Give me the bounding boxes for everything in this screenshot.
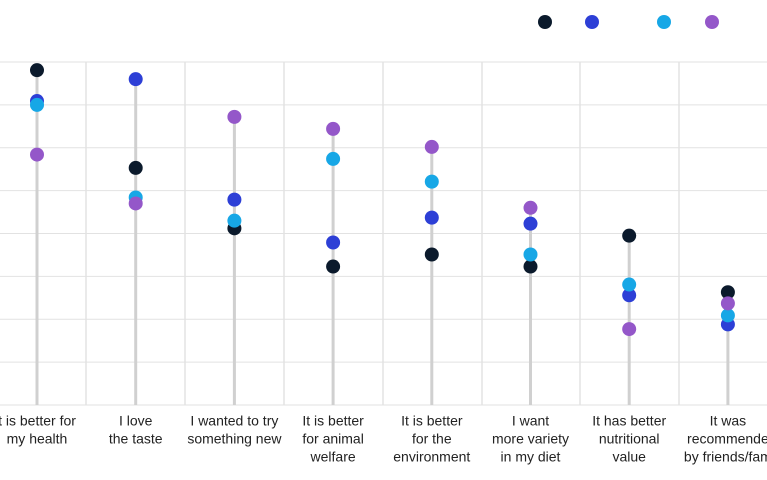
dot <box>227 192 242 207</box>
dot <box>326 259 341 274</box>
legend-marker <box>657 15 671 29</box>
dot <box>227 213 242 228</box>
dot <box>128 72 143 87</box>
x-tick-label: It is better <box>302 413 364 429</box>
dot <box>30 63 44 78</box>
x-tick-label: in my diet <box>501 449 561 465</box>
x-tick-label: for the <box>412 431 452 447</box>
dot <box>622 322 637 337</box>
x-tick-label: welfare <box>310 449 356 465</box>
legend-marker <box>585 15 599 29</box>
x-tick-label: for animal <box>302 431 363 447</box>
x-tick-label: I wanted to try <box>190 413 278 429</box>
legend-marker <box>538 15 552 29</box>
dot <box>326 151 341 166</box>
x-tick-label: by friends/fam <box>684 449 767 465</box>
dot <box>30 97 44 112</box>
dot <box>523 259 538 274</box>
dot <box>720 308 735 323</box>
dot <box>326 235 341 250</box>
dot <box>128 160 143 175</box>
dot <box>30 147 44 162</box>
dot <box>227 109 242 124</box>
dot <box>523 247 538 262</box>
dot <box>523 216 538 231</box>
x-tick-label: It was <box>710 413 747 429</box>
dot <box>424 247 439 262</box>
dot <box>424 139 439 154</box>
dot <box>720 296 735 311</box>
x-tick-label: something new <box>187 431 282 447</box>
x-tick-label: It has better <box>592 413 666 429</box>
dot <box>720 285 735 300</box>
dot <box>622 288 637 303</box>
x-tick-label: my health <box>7 431 68 447</box>
x-tick-label: t is better for <box>0 413 76 429</box>
dot <box>523 200 538 215</box>
x-tick-label: nutritional <box>599 431 660 447</box>
dot <box>622 277 637 292</box>
x-tick-label: more variety <box>492 431 569 447</box>
dot <box>326 121 341 136</box>
dot <box>424 174 439 189</box>
dot <box>128 196 143 211</box>
legend-marker <box>705 15 719 29</box>
x-tick-label: I love <box>119 413 153 429</box>
x-tick-label: It is better <box>401 413 463 429</box>
dot <box>424 210 439 225</box>
x-tick-label: value <box>612 449 646 465</box>
x-tick-label: the taste <box>109 431 163 447</box>
x-tick-label: environment <box>393 449 470 465</box>
x-tick-label: recommende <box>687 431 767 447</box>
dot <box>622 228 637 243</box>
x-tick-label: I want <box>512 413 549 429</box>
